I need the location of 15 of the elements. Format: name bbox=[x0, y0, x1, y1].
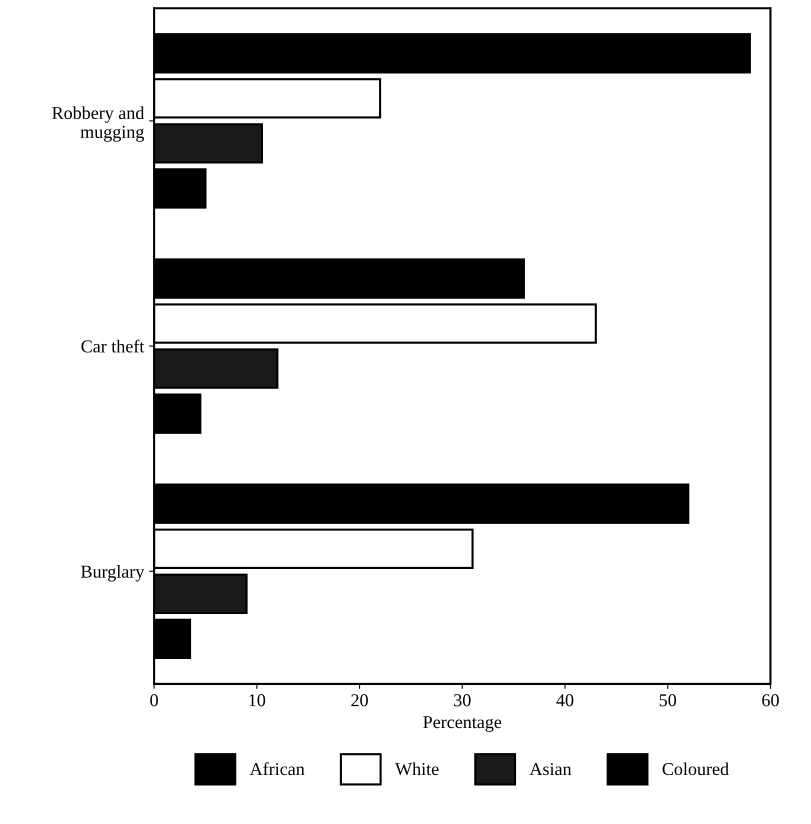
legend-label: African bbox=[250, 762, 305, 776]
legend-label: Coloured bbox=[662, 762, 729, 776]
x-axis-title: Percentage bbox=[423, 716, 502, 732]
y-tick-label: Robbery and mugging bbox=[52, 106, 144, 142]
x-tick-label: 30 bbox=[454, 694, 471, 706]
y-tick-label: Burglary bbox=[81, 565, 144, 582]
x-tick-label: 40 bbox=[556, 694, 574, 706]
y-tick-label: Car theft bbox=[81, 340, 144, 353]
x-tick-label: 0 bbox=[150, 694, 158, 706]
x-tick-label: 50 bbox=[660, 694, 676, 706]
legend-label: Asian bbox=[530, 763, 572, 776]
x-tick-label: 10 bbox=[249, 694, 266, 706]
x-tick-label: 20 bbox=[351, 694, 368, 706]
x-tick-label: 60 bbox=[762, 694, 779, 706]
legend-label: White bbox=[395, 762, 439, 776]
